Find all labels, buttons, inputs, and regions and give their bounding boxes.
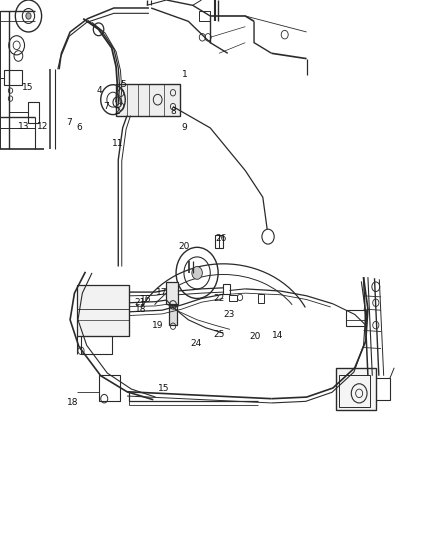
Bar bbox=[346, 310, 366, 326]
Text: 12: 12 bbox=[37, 123, 49, 131]
Text: 1: 1 bbox=[182, 70, 187, 79]
Circle shape bbox=[192, 266, 202, 279]
Bar bbox=[169, 305, 177, 325]
Text: 9: 9 bbox=[182, 124, 187, 132]
Bar bbox=[81, 336, 112, 354]
Text: 22: 22 bbox=[213, 294, 225, 303]
Text: 20: 20 bbox=[250, 333, 261, 341]
Bar bbox=[4, 70, 22, 85]
Text: 25: 25 bbox=[213, 330, 225, 339]
Bar bbox=[28, 102, 39, 123]
Bar bbox=[223, 284, 230, 294]
Text: 6: 6 bbox=[77, 124, 82, 132]
Text: 7: 7 bbox=[67, 118, 72, 127]
Text: 15: 15 bbox=[158, 384, 169, 392]
Bar bbox=[258, 294, 264, 303]
Text: 24: 24 bbox=[191, 340, 202, 348]
Text: 18: 18 bbox=[67, 398, 78, 407]
Text: 17: 17 bbox=[155, 288, 167, 296]
Bar bbox=[99, 375, 120, 401]
Text: 21: 21 bbox=[134, 298, 145, 307]
Text: 13: 13 bbox=[18, 123, 30, 131]
Bar bbox=[339, 375, 370, 407]
Text: 15: 15 bbox=[22, 84, 33, 92]
Text: 11: 11 bbox=[112, 140, 123, 148]
Text: 4: 4 bbox=[96, 86, 102, 95]
Text: 2: 2 bbox=[114, 108, 120, 116]
Bar bbox=[199, 11, 210, 21]
Text: 8: 8 bbox=[171, 108, 177, 116]
Text: 20: 20 bbox=[179, 242, 190, 251]
Circle shape bbox=[26, 13, 31, 19]
Text: 26: 26 bbox=[215, 235, 227, 243]
Text: 18: 18 bbox=[135, 305, 146, 313]
Text: 5: 5 bbox=[120, 80, 126, 88]
Bar bbox=[77, 285, 129, 336]
Text: 16: 16 bbox=[140, 295, 152, 304]
Text: 7: 7 bbox=[103, 102, 109, 111]
Bar bbox=[116, 84, 180, 116]
Text: 23: 23 bbox=[223, 310, 235, 319]
Bar bbox=[336, 368, 376, 410]
Bar bbox=[229, 295, 237, 301]
Bar bbox=[166, 282, 178, 304]
Text: 14: 14 bbox=[272, 332, 283, 340]
Text: 19: 19 bbox=[152, 321, 164, 329]
Bar bbox=[215, 235, 223, 248]
